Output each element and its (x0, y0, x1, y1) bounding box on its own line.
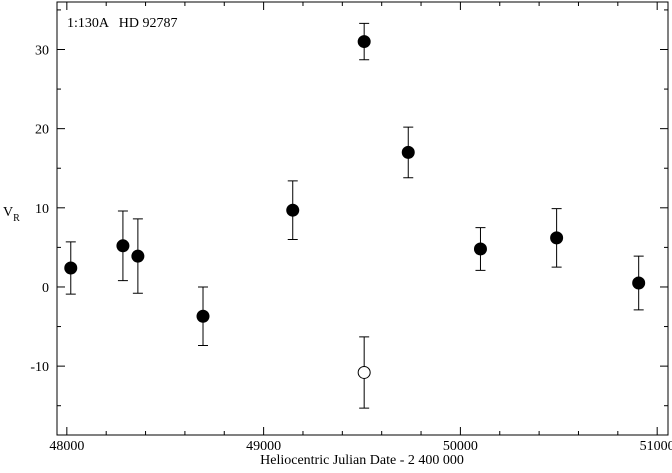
x-tick-label: 50000 (443, 439, 478, 454)
y-tick-label: -10 (30, 360, 49, 375)
data-point (286, 203, 300, 217)
data-point (632, 276, 646, 290)
data-point (64, 261, 78, 275)
y-label-main: V (3, 205, 13, 220)
x-axis-label: Heliocentric Julian Date - 2 400 000 (260, 453, 464, 468)
data-point (196, 309, 210, 323)
y-tick-label: 30 (35, 43, 49, 58)
data-point (473, 242, 487, 256)
y-axis-label: VR (3, 205, 20, 224)
x-tick-label: 48000 (49, 439, 84, 454)
x-tick-label: 51000 (640, 439, 672, 454)
data-point (131, 249, 145, 263)
x-tick-label: 49000 (246, 439, 281, 454)
data-point (401, 145, 415, 159)
data-point (550, 231, 564, 245)
annotation: 1:130A HD 92787 (67, 16, 177, 31)
y-tick-label: 0 (42, 281, 49, 296)
plot-frame (56, 1, 669, 436)
y-label-subscript: R (13, 213, 20, 224)
data-point (357, 35, 371, 49)
y-tick-label: 10 (35, 202, 49, 217)
y-tick-label: 20 (35, 123, 49, 138)
data-point (357, 365, 371, 379)
data-point (116, 239, 130, 253)
